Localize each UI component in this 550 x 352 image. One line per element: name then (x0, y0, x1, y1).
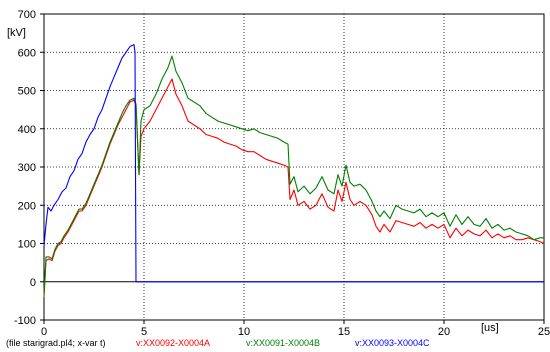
y-axis-label: [kV] (7, 27, 26, 39)
y-tick-label: 500 (18, 86, 36, 98)
y-tick-label: 200 (18, 200, 36, 212)
series-line-2 (43, 44, 544, 283)
series-line-0 (43, 78, 545, 298)
grid (44, 14, 544, 320)
y-tick-label: 700 (18, 9, 36, 21)
y-tick-label: -100 (14, 315, 36, 327)
y-tick-label: 600 (18, 47, 36, 59)
y-tick-label: 400 (18, 124, 36, 136)
y-tick-label: 0 (30, 277, 36, 289)
caption-file: (file starigrad.pl4; x-var t) (6, 338, 106, 348)
tick-labels: 0 5 10 15 20 25 -100 0 100 200 300 400 500 600 700 (14, 9, 550, 338)
x-tick-label: 10 (238, 326, 250, 338)
series-line-1 (43, 55, 544, 296)
x-axis-label: [us] (481, 322, 499, 334)
series-group (43, 44, 545, 298)
legend-entry-a: v:XX0092-X0004A (136, 338, 210, 348)
legend-entry-b: v:XX0091-X0004B (246, 338, 320, 348)
x-tick-label: 5 (141, 326, 147, 338)
y-tick-label: 100 (18, 239, 36, 251)
x-tick-label: 15 (338, 326, 350, 338)
x-tick-label: 20 (438, 326, 450, 338)
y-tick-label: 300 (18, 162, 36, 174)
legend-entry-c: v:XX0093-X0004C (355, 338, 430, 348)
x-tick-label: 25 (538, 326, 550, 338)
x-tick-label: 0 (41, 326, 47, 338)
caption: (file starigrad.pl4; x-var t) v:XX0092-X… (6, 338, 430, 348)
